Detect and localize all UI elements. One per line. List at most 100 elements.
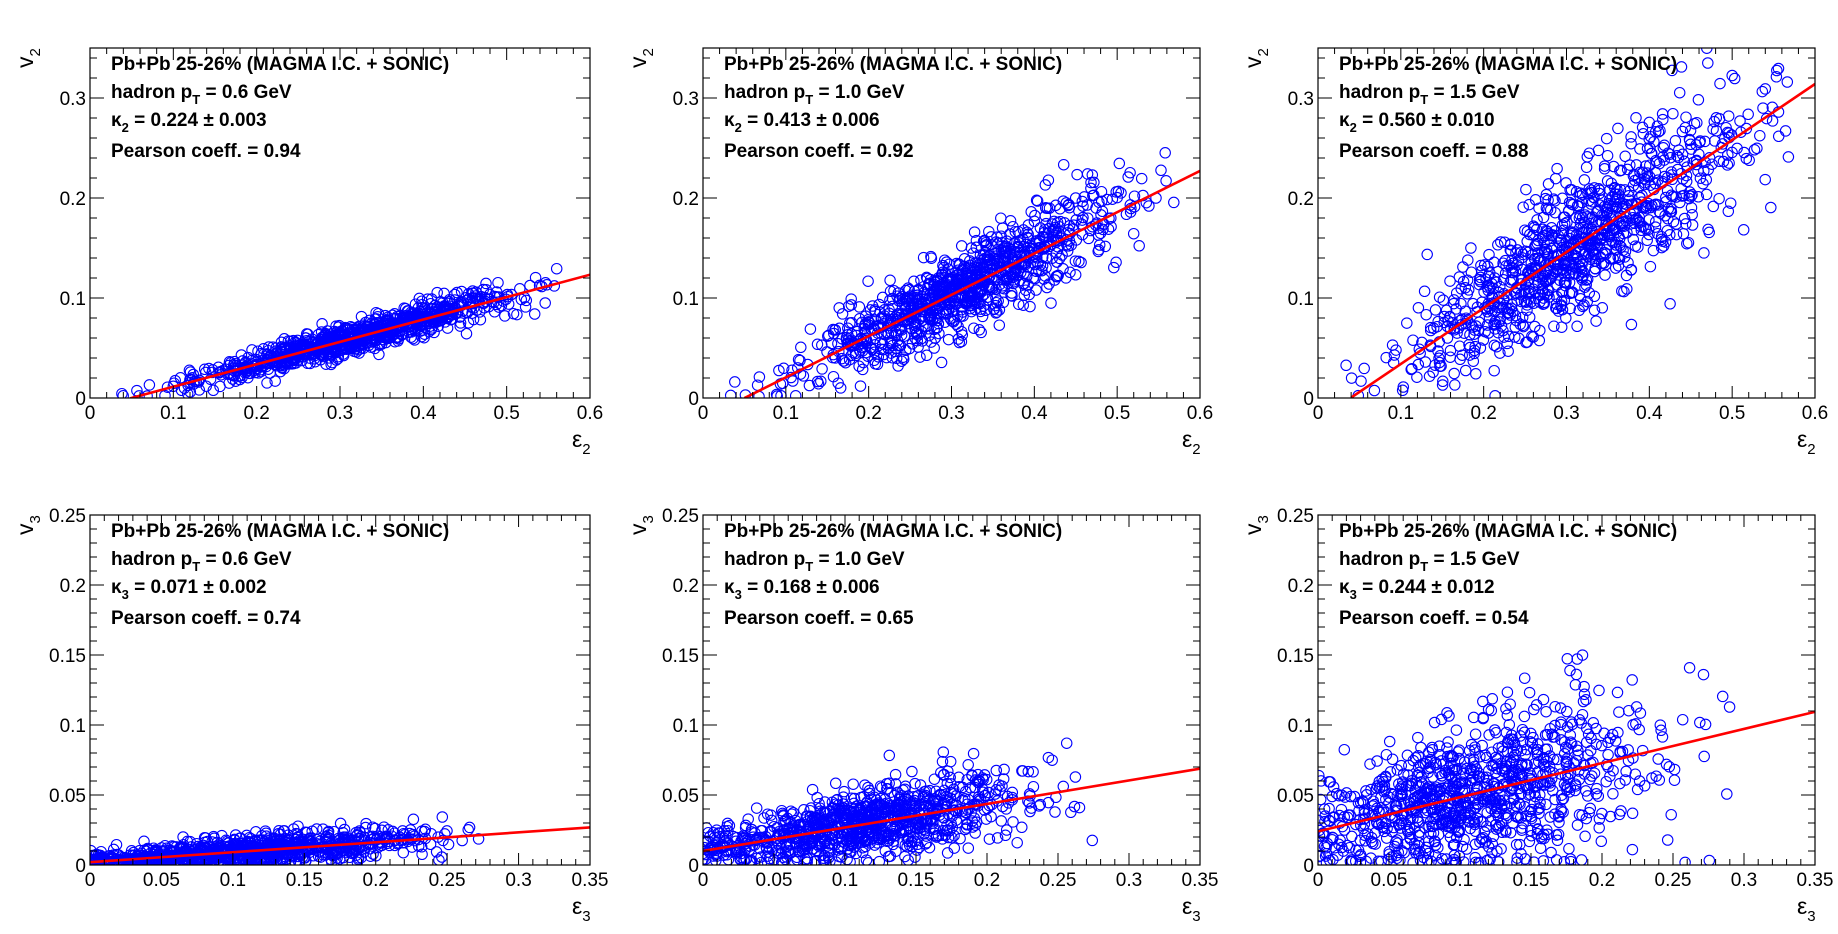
data-point [416,295,428,307]
data-point [1600,217,1613,230]
data-point [955,240,968,252]
data-point [1053,252,1066,265]
data-point [462,317,475,329]
data-point [1531,214,1543,226]
data-point [1007,277,1020,290]
data-point [1601,206,1614,218]
data-point [1036,251,1049,263]
data-point [1619,150,1631,163]
data-point [397,827,410,840]
data-point [998,763,1010,776]
data-point [451,286,463,299]
legend-pearson: Pearson coeff. = 0.94 [111,141,301,162]
data-point [789,390,802,398]
data-point [1550,290,1563,303]
data-point [1523,198,1535,211]
data-point [1713,192,1725,205]
data-point [550,262,563,275]
data-point [303,844,315,856]
data-point [283,839,296,852]
x-tick-label: 0.4 [1021,403,1048,424]
legend-title: Pb+Pb 25-26% (MAGMA I.C. + SONIC) [111,54,449,75]
data-point [1563,269,1575,282]
data-point [409,298,422,310]
data-point [1031,195,1044,207]
data-point [454,320,466,332]
y-tick-label: 0.3 [60,89,86,110]
data-point [876,338,889,350]
data-point [407,332,419,345]
data-point [1024,300,1036,313]
data-point [1092,222,1105,235]
data-point [463,821,476,834]
data-point [1494,297,1506,310]
x-axis-symbol: ε [572,893,582,919]
data-point [1502,330,1515,343]
data-point [391,838,404,850]
data-point [266,835,279,847]
data-point [964,288,977,301]
x-tick-label: 0.15 [286,870,323,891]
data-point [283,834,295,847]
data-point [408,334,421,346]
data-point [1640,223,1653,235]
data-point [1759,83,1772,95]
data-point [993,319,1006,331]
data-point [262,344,275,357]
data-point [499,310,511,322]
data-point [1475,259,1487,272]
x-tick-label: 0 [85,870,96,891]
data-point [360,817,372,830]
data-point [1772,62,1785,75]
data-point [429,306,441,319]
data-point [931,314,943,327]
data-point [753,371,766,383]
data-point [237,355,249,367]
y-axis-label: v2 [625,48,657,68]
data-point [184,366,197,378]
data-point [378,334,390,346]
y-tick-label: 0 [1303,389,1314,410]
data-point [1670,228,1683,241]
data-point [856,363,869,376]
data-point [968,322,980,334]
data-point [1111,191,1123,204]
data-point [290,838,303,851]
data-point [439,828,451,840]
data-point [1368,384,1381,397]
data-point [953,336,966,349]
data-point [1555,248,1568,261]
data-point [1644,142,1656,154]
data-point [1489,390,1501,398]
data-point [1588,191,1600,204]
data-point [1128,190,1141,202]
data-point [1488,339,1501,352]
data-point [1697,177,1709,190]
data-point [1625,318,1638,331]
data-point [1045,238,1057,250]
data-point [1545,242,1558,255]
data-point [724,389,737,398]
data-point [1721,159,1734,171]
data-point [1093,239,1106,251]
legend-title: Pb+Pb 25-26% (MAGMA I.C. + SONIC) [1339,54,1677,75]
data-point [1597,257,1610,270]
data-point [1766,115,1779,127]
data-point [339,835,352,847]
data-point [1068,800,1081,813]
data-point [1536,269,1549,281]
data-point [946,315,958,327]
data-point [1011,836,1023,849]
legend-pt-subscript: T [805,92,813,107]
data-point [441,825,453,837]
data-point [1532,234,1544,247]
data-point [1643,116,1656,129]
data-point [1448,294,1460,306]
data-point [1702,163,1715,176]
data-point [1610,193,1622,206]
data-point [909,332,921,345]
data-point [840,334,853,346]
data-point [1492,326,1504,339]
data-point [1515,246,1528,258]
data-point [363,838,375,851]
